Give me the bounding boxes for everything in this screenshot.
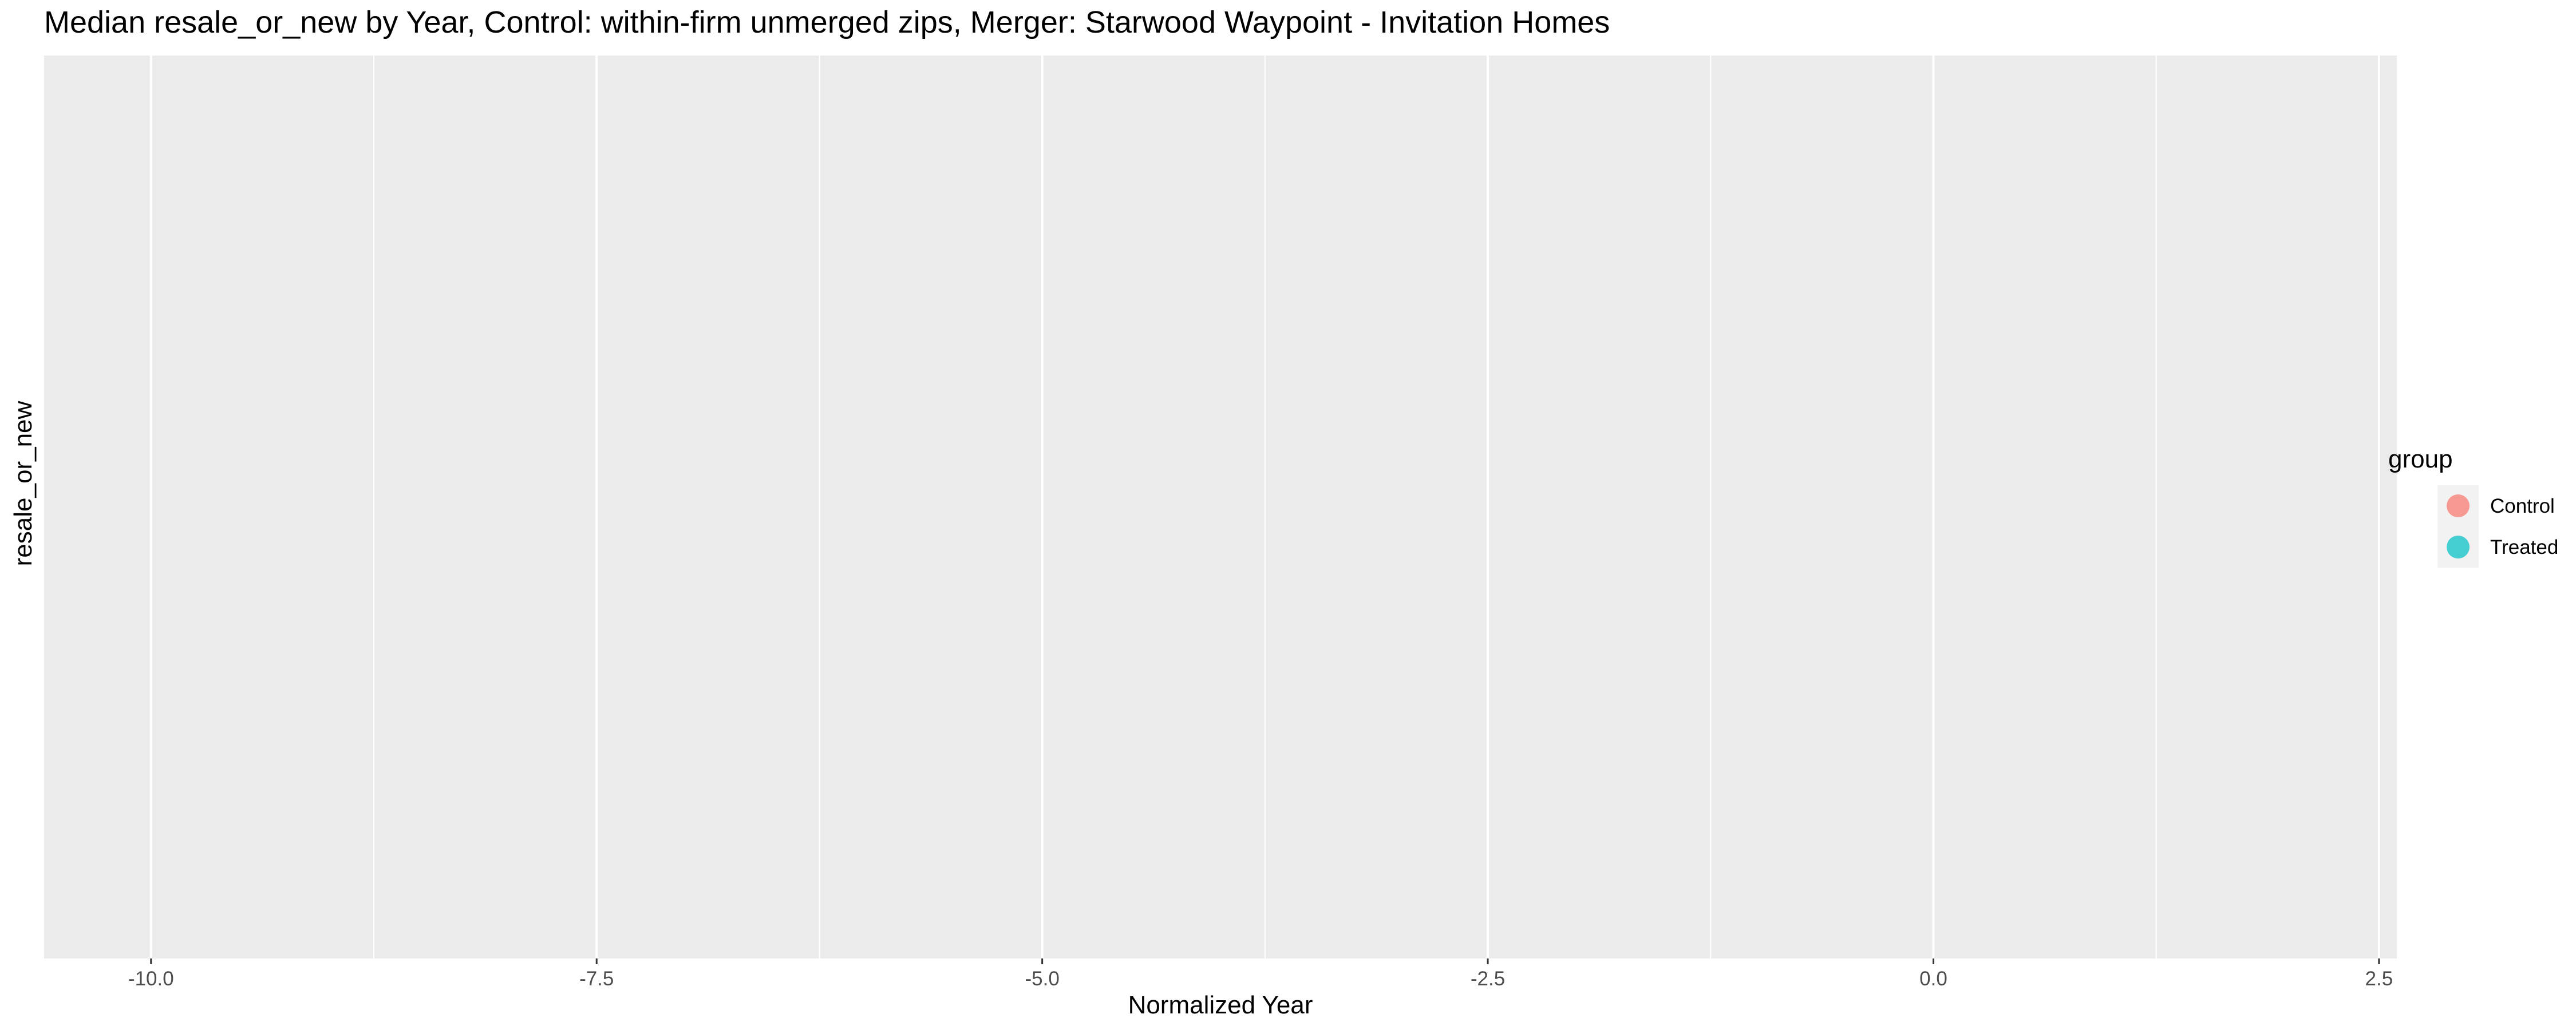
chart-title: Median resale_or_new by Year, Control: w… (44, 5, 1610, 39)
x-tick-label: -2.5 (1471, 968, 1505, 990)
legend-title: group (2388, 445, 2453, 473)
x-tick-label: -7.5 (579, 968, 614, 990)
legend-label: Control (2490, 495, 2555, 517)
x-tick-label: -5.0 (1025, 968, 1059, 990)
x-tick-label: 0.0 (1919, 968, 1947, 990)
legend-key-dot (2447, 494, 2470, 517)
y-axis-title: resale_or_new (9, 401, 37, 566)
x-axis-ticks (150, 958, 2380, 964)
major-gridlines (149, 56, 2380, 958)
x-axis-title: Normalized Year (1128, 991, 1313, 1019)
x-tick-label: 2.5 (2365, 968, 2393, 990)
minor-gridlines (373, 56, 2157, 958)
x-tick-label: -10.0 (128, 968, 174, 990)
legend-key-dot (2447, 536, 2470, 558)
legend-label: Treated (2490, 536, 2558, 558)
legend: group Control Treated (2388, 445, 2558, 568)
legend-keys: Control Treated (2437, 485, 2558, 568)
x-axis-tick-labels: -10.0 -7.5 -5.0 -2.5 0.0 2.5 (128, 968, 2393, 990)
plot-panel (44, 56, 2397, 958)
